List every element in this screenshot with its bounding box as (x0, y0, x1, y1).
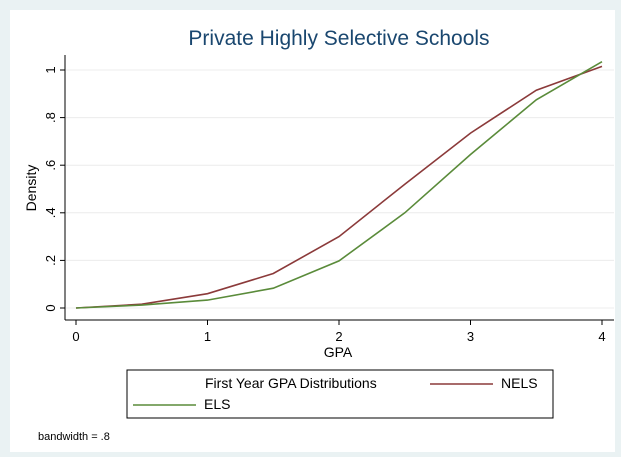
x-tick-label: 4 (598, 329, 605, 344)
legend-label-nels: NELS (501, 375, 538, 391)
y-tick-label: .2 (43, 255, 58, 266)
legend-label-els: ELS (204, 396, 230, 412)
legend: First Year GPA Distributions NELS ELS (126, 369, 554, 419)
series-line-els (75, 61, 603, 309)
y-tick-label: .6 (43, 160, 58, 171)
y-axis-ticks: 0 .2 .4 .6 .8 1 (43, 66, 65, 312)
series-lines (75, 61, 603, 309)
x-tick-label: 2 (335, 329, 342, 344)
series-line-nels (75, 65, 603, 309)
y-axis-label: Density (23, 165, 39, 212)
y-tick-label: 1 (43, 66, 58, 73)
x-tick-label: 3 (467, 329, 474, 344)
y-tick-label: .4 (43, 207, 58, 218)
legend-box (126, 369, 554, 419)
x-tick-label: 1 (204, 329, 211, 344)
gridlines (66, 69, 614, 309)
x-axis-label: GPA (324, 344, 353, 360)
x-tick-label: 0 (72, 329, 79, 344)
y-tick-label: 0 (43, 304, 58, 311)
x-axis-ticks: 0 1 2 3 4 (72, 320, 606, 344)
chart-title: Private Highly Selective Schools (188, 27, 489, 50)
bandwidth-note: bandwidth = .8 (38, 431, 110, 443)
legend-title: First Year GPA Distributions (205, 375, 377, 391)
y-tick-label: .8 (43, 112, 58, 123)
